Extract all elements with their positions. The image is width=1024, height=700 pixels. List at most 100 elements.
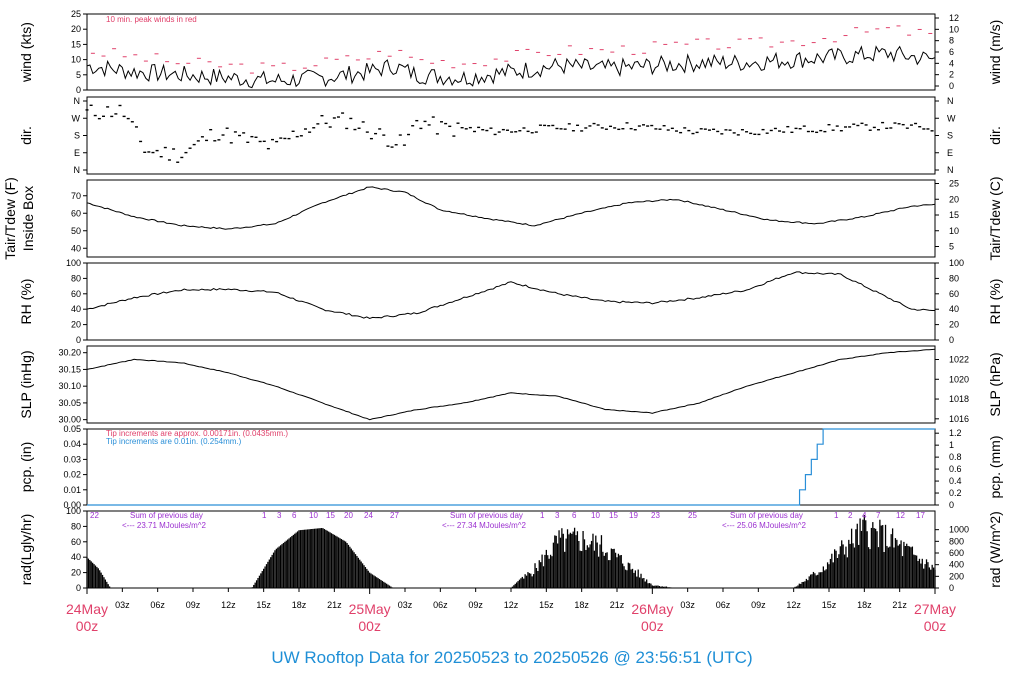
ytick-label-wind: 25: [71, 9, 81, 19]
xtick-label: 21z: [327, 600, 342, 610]
ytick-label-wind: 0: [76, 85, 81, 95]
peak-wind-note: 10 min. peak winds in red: [106, 15, 197, 24]
xtick-label: 12z: [504, 600, 519, 610]
ytick-right-label-dir: W: [947, 113, 956, 123]
ytick-right-label-wind: 8: [949, 36, 954, 46]
rad-sum-value: <--- 25.06 MJoules/m^2: [722, 521, 807, 530]
ytick-label-slp: 30.00: [58, 415, 81, 425]
ytick-label-dir: W: [72, 113, 81, 123]
rad-hour-mark: 6: [292, 511, 297, 520]
ylabel-right-pcp: pcp. (mm): [987, 436, 1003, 499]
ytick-right-label-rad: 200: [949, 571, 964, 581]
ylabel2-temp: Inside Box: [20, 186, 36, 251]
ytick-label-wind: 15: [71, 39, 81, 49]
ytick-label-pcp: 0.01: [63, 485, 81, 495]
rad-hour-mark: 12: [896, 511, 905, 520]
panel-frame-temp: [86, 179, 936, 258]
ytick-right-label-rad: 800: [949, 536, 964, 546]
xtick-label: 09z: [186, 600, 201, 610]
ylabel-right-slp: SLP (hPa): [987, 352, 1003, 416]
ytick-right-label-temp: 25: [949, 179, 959, 189]
ytick-label-rh: 80: [71, 273, 81, 283]
xtick-label: 15z: [822, 600, 837, 610]
rad-hour-mark: 25: [688, 511, 697, 520]
rad-hour-mark: 7: [876, 511, 881, 520]
xtick-label: 12z: [221, 600, 236, 610]
ylabel-right-wind: wind (m/s): [987, 20, 1003, 86]
xtick-label: 03z: [680, 600, 695, 610]
ytick-right-label-pcp: 0.2: [949, 488, 962, 498]
rad-hour-mark: 1: [540, 511, 545, 520]
ytick-label-rad: 40: [71, 552, 81, 562]
ytick-right-label-pcp: 0.8: [949, 452, 962, 462]
date-label: 26May: [631, 601, 673, 617]
ytick-right-label-dir: N: [947, 96, 954, 106]
ytick-label-wind: 5: [76, 70, 81, 80]
ytick-right-label-rh: 80: [949, 273, 959, 283]
ytick-right-label-temp: 20: [949, 194, 959, 204]
date-label: 25May: [349, 601, 391, 617]
rad-sum-value: <--- 23.71 MJoules/m^2: [122, 521, 207, 530]
ylabel-right-dir: dir.: [987, 126, 1003, 145]
rad-sum-label: Sum of previous day: [450, 511, 523, 520]
xtick-label: 06z: [716, 600, 731, 610]
xtick-label: 09z: [468, 600, 483, 610]
ytick-label-temp: 50: [71, 226, 81, 236]
rad-hour-mark: 20: [344, 511, 353, 520]
ytick-label-pcp: 0.04: [63, 439, 81, 449]
rad-hour-mark: 15: [609, 511, 618, 520]
rad-sum-label: Sum of previous day: [730, 511, 803, 520]
xtick-label: 09z: [751, 600, 766, 610]
rad-hour-mark: 23: [651, 511, 660, 520]
xtick-label: 18z: [857, 600, 872, 610]
date-hour-label: 00z: [358, 618, 381, 634]
ytick-right-label-rh: 100: [949, 258, 964, 268]
xtick-label: 15z: [539, 600, 554, 610]
rad-hour-mark: 6: [572, 511, 577, 520]
rad-hour-mark: 17: [916, 511, 925, 520]
rad-hour-mark: 3: [555, 511, 560, 520]
ytick-right-label-rad: 0: [949, 583, 954, 593]
precip-note-tip: Tip increments are 0.01in. (0.254mm.): [106, 437, 242, 446]
rad-hour-mark: 2: [848, 511, 853, 520]
rad-hour-mark: 15: [326, 511, 335, 520]
rad-hour-mark: 1: [834, 511, 839, 520]
slp-line: [86, 348, 936, 421]
ytick-right-label-wind: 6: [949, 47, 954, 57]
xtick-label: 03z: [398, 600, 413, 610]
rad-sum-value: <--- 27.34 MJoules/m^2: [442, 521, 527, 530]
ytick-label-slp: 30.20: [58, 348, 81, 358]
ytick-label-dir: N: [74, 96, 81, 106]
date-hour-label: 00z: [641, 618, 664, 634]
ytick-label-rh: 100: [66, 258, 81, 268]
ytick-label-rh: 40: [71, 304, 81, 314]
ytick-right-label-wind: 12: [949, 13, 959, 23]
xtick-label: 12z: [786, 600, 801, 610]
xtick-label: 06z: [433, 600, 448, 610]
ytick-label-wind: 20: [71, 24, 81, 34]
ytick-right-label-slp: 1020: [949, 374, 969, 384]
panel-frame-wind: [86, 13, 936, 91]
date-hour-label: 00z: [924, 618, 947, 634]
xtick-label: 18z: [292, 600, 307, 610]
rad-hour-mark: 10: [309, 511, 318, 520]
weather-chart: wind (kts) wind (m/s)05101520250246810121…: [2, 9, 1003, 634]
date-hour-label: 00z: [76, 618, 99, 634]
ytick-right-label-rh: 60: [949, 289, 959, 299]
ylabel-rh: RH (%): [18, 279, 34, 325]
temperature-line: [86, 186, 936, 230]
date-label: 27May: [914, 601, 956, 617]
ytick-right-label-pcp: 1.2: [949, 428, 962, 438]
rad-hour-mark: 10: [591, 511, 600, 520]
ytick-right-label-dir: E: [947, 148, 953, 158]
ytick-label-slp: 30.10: [58, 381, 81, 391]
ytick-label-slp: 30.15: [58, 364, 81, 374]
rad-hour-mark: 19: [629, 511, 638, 520]
ytick-right-label-wind: 4: [949, 58, 954, 68]
precip-note-approx: Tip increments are approx. 0.00171in. (0…: [106, 429, 288, 438]
ytick-label-wind: 10: [71, 55, 81, 65]
ytick-right-label-dir: S: [947, 131, 953, 141]
ytick-right-label-rad: 400: [949, 560, 964, 570]
ytick-right-label-rh: 0: [949, 335, 954, 345]
xtick-label: 03z: [115, 600, 130, 610]
